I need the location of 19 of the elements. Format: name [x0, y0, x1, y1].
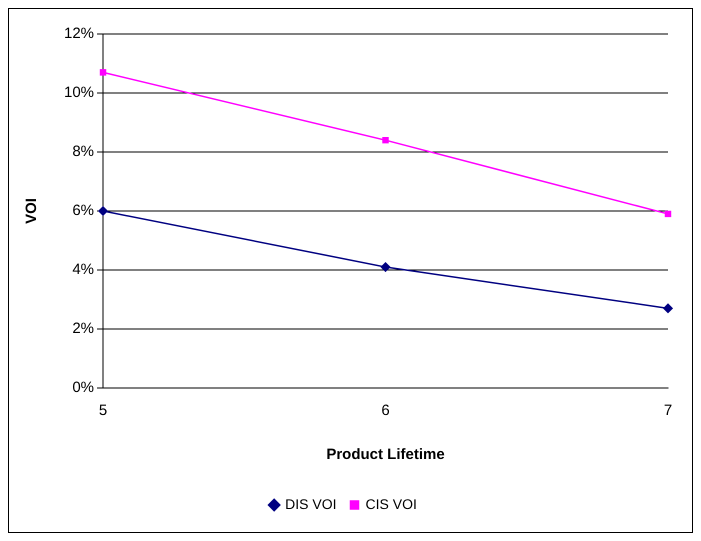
- y-tick-label: 0%: [72, 379, 94, 396]
- y-axis-title: VOI: [23, 198, 40, 224]
- point: [380, 262, 390, 272]
- legend-label: CIS VOI: [366, 496, 417, 512]
- x-tick-label: 7: [664, 402, 672, 420]
- point: [664, 210, 672, 218]
- point: [382, 136, 389, 144]
- y-tick-label: 4%: [72, 261, 94, 278]
- y-tick-label: 10%: [64, 84, 94, 102]
- x-tick-label: 6: [381, 402, 390, 420]
- point: [100, 69, 106, 76]
- y-tick-label: 8%: [72, 143, 94, 160]
- legend-label: DIS VOI: [285, 496, 337, 512]
- point: [663, 304, 673, 314]
- x-tick-label: 5: [98, 402, 108, 420]
- x-axis-title: Product Lifetime: [326, 446, 445, 464]
- y-tick-label: 6%: [72, 202, 94, 220]
- y-tick-label: 2%: [72, 320, 94, 338]
- y-tick-label: 12%: [64, 25, 94, 42]
